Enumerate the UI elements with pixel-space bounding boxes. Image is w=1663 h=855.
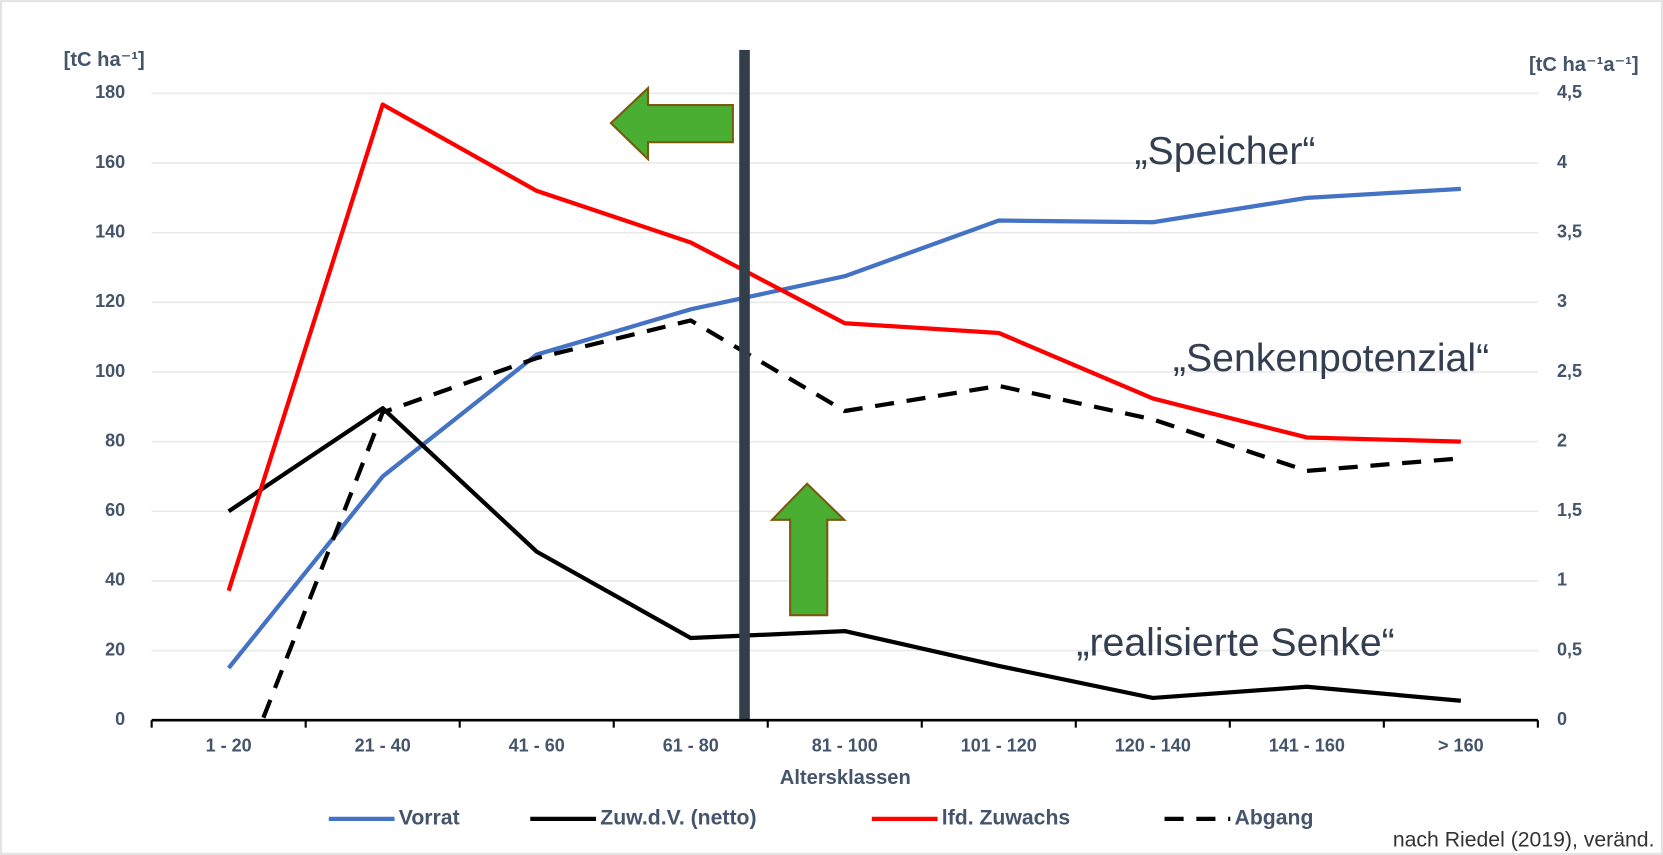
series-line: [226, 102, 1461, 592]
y2-tick-label: 0: [1557, 709, 1567, 729]
divider: [739, 49, 750, 721]
annotation: „realisierte Senke“: [1076, 620, 1394, 664]
y-tick-label: 120: [95, 291, 125, 311]
y-tick-label: 20: [105, 639, 125, 659]
plot-area: [226, 102, 1462, 721]
y-axis-label: [tC ha⁻¹]: [64, 49, 145, 71]
y-tick-label: 100: [95, 361, 125, 381]
legend-label: Zuw.d.V. (netto): [600, 806, 756, 829]
legend-label: Vorrat: [399, 806, 460, 829]
source: nach Riedel (2019), veränd.: [1393, 829, 1655, 852]
x-tick-label: 81 - 100: [812, 736, 878, 756]
y-tick-label: 60: [105, 500, 125, 520]
y2-tick-label: 1,5: [1557, 500, 1582, 520]
x-tick-label: > 160: [1438, 736, 1484, 756]
y-tick-label: 40: [105, 570, 125, 590]
series-line: [260, 318, 1462, 721]
y2-tick-label: 3: [1557, 291, 1567, 311]
x-tick-label: 141 - 160: [1269, 736, 1345, 756]
annotation: „Speicher“: [1134, 129, 1315, 173]
y-tick-label: 0: [115, 709, 125, 729]
x-tick-label: 120 - 140: [1115, 736, 1191, 756]
y2-tick-label: 4: [1557, 152, 1567, 172]
x-tick-label: 61 - 80: [663, 736, 719, 756]
y2-axis-label: [tC ha⁻¹a⁻¹]: [1529, 54, 1639, 76]
y-tick-label: 180: [95, 82, 125, 102]
y2-tick-label: 0,5: [1557, 639, 1582, 659]
x-axis-label: Altersklassen: [780, 767, 911, 789]
x-tick-label: 1 - 20: [206, 736, 252, 756]
y2-tick-label: 3,5: [1557, 221, 1582, 241]
legend-label: Abgang: [1235, 806, 1314, 829]
legend-label: lfd. Zuwachs: [942, 806, 1070, 829]
y-tick-label: 160: [95, 152, 125, 172]
x-tick-label: 101 - 120: [961, 736, 1037, 756]
grid: [151, 92, 1538, 652]
y-tick-label: 80: [105, 430, 125, 450]
y2-tick-label: 2,5: [1557, 361, 1582, 381]
arrow-left: [609, 85, 734, 162]
y2-tick-label: 1: [1557, 570, 1567, 590]
y-tick-label: 140: [95, 221, 125, 241]
y2-tick-label: 4,5: [1557, 82, 1582, 102]
series-line: [227, 406, 1462, 703]
y2-tick-label: 2: [1557, 430, 1567, 450]
series-line: [227, 186, 1461, 670]
x-tick-label: 21 - 40: [355, 736, 411, 756]
arrow-up: [769, 482, 847, 617]
annotation: „Senkenpotenzial“: [1173, 336, 1489, 380]
legend: Vorrat Zuw.d.V. (netto) lfd. Zuwachs Abgang: [328, 806, 1314, 829]
x-tick-label: 41 - 60: [509, 736, 565, 756]
